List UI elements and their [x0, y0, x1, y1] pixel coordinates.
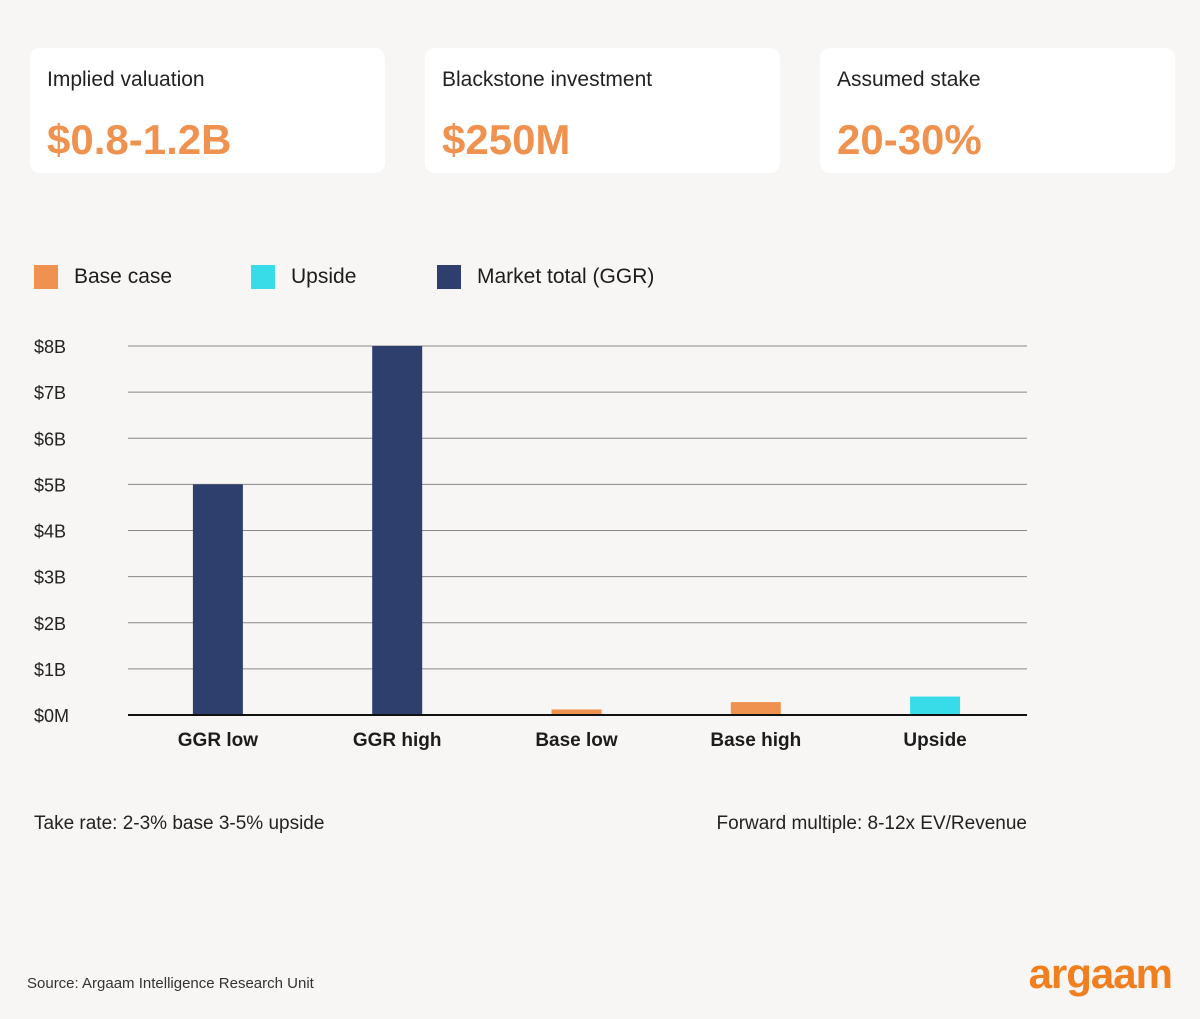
y-tick-label: $2B [34, 614, 66, 634]
bar-chart: $0M $1B $2B $3B $4B $5B $6B $7B $8B GGR low GGR hi… [34, 337, 1027, 751]
card-value: 20-30% [837, 116, 982, 163]
card-label: Blackstone investment [442, 68, 653, 91]
x-tick-label: GGR low [178, 730, 258, 751]
bar-ggr-low [192, 484, 243, 715]
forward-multiple-note: Forward multiple: 8-12x EV/Revenue [716, 813, 1027, 834]
x-tick-label: GGR high [353, 730, 442, 751]
argaam-logo: argaam [1028, 950, 1173, 997]
take-rate-note: Take rate: 2-3% base 3-5% upside [34, 813, 325, 834]
card-assumed-stake: Assumed stake 20-30% [820, 48, 1175, 173]
legend-swatch [34, 265, 58, 289]
legend-swatch [251, 265, 275, 289]
bar-upside [910, 696, 961, 715]
y-tick-label: $7B [34, 383, 66, 403]
y-tick-label: $6B [34, 429, 66, 449]
legend-label: Base case [74, 265, 173, 288]
legend-swatch [437, 265, 461, 289]
source-text: Source: Argaam Intelligence Research Uni… [27, 975, 314, 992]
card-blackstone-investment: Blackstone investment $250M [425, 48, 780, 173]
legend-base-case: Base case [34, 265, 172, 289]
bar-base-high [730, 702, 781, 715]
legend-label: Market total (GGR) [477, 265, 655, 288]
card-value: $0.8-1.2B [47, 116, 232, 163]
legend-label: Upside [291, 265, 357, 288]
card-implied-valuation: Implied valuation $0.8-1.2B [30, 48, 385, 173]
y-tick-label: $3B [34, 568, 66, 588]
y-tick-label: $8B [34, 337, 66, 357]
x-tick-label: Base low [535, 730, 618, 751]
y-tick-label: $0M [34, 706, 69, 726]
card-label: Assumed stake [837, 68, 981, 91]
y-tick-label: $1B [34, 660, 66, 680]
legend-upside: Upside [251, 265, 356, 289]
y-tick-label: $5B [34, 475, 66, 495]
y-tick-label: $4B [34, 522, 66, 542]
x-tick-label: Upside [903, 730, 966, 751]
card-value: $250M [442, 116, 571, 163]
bar-ggr-high [372, 346, 423, 715]
x-tick-label: Base high [710, 730, 801, 751]
legend-market-total: Market total (GGR) [437, 265, 654, 289]
card-label: Implied valuation [47, 68, 205, 91]
bar-base-low [551, 709, 602, 715]
